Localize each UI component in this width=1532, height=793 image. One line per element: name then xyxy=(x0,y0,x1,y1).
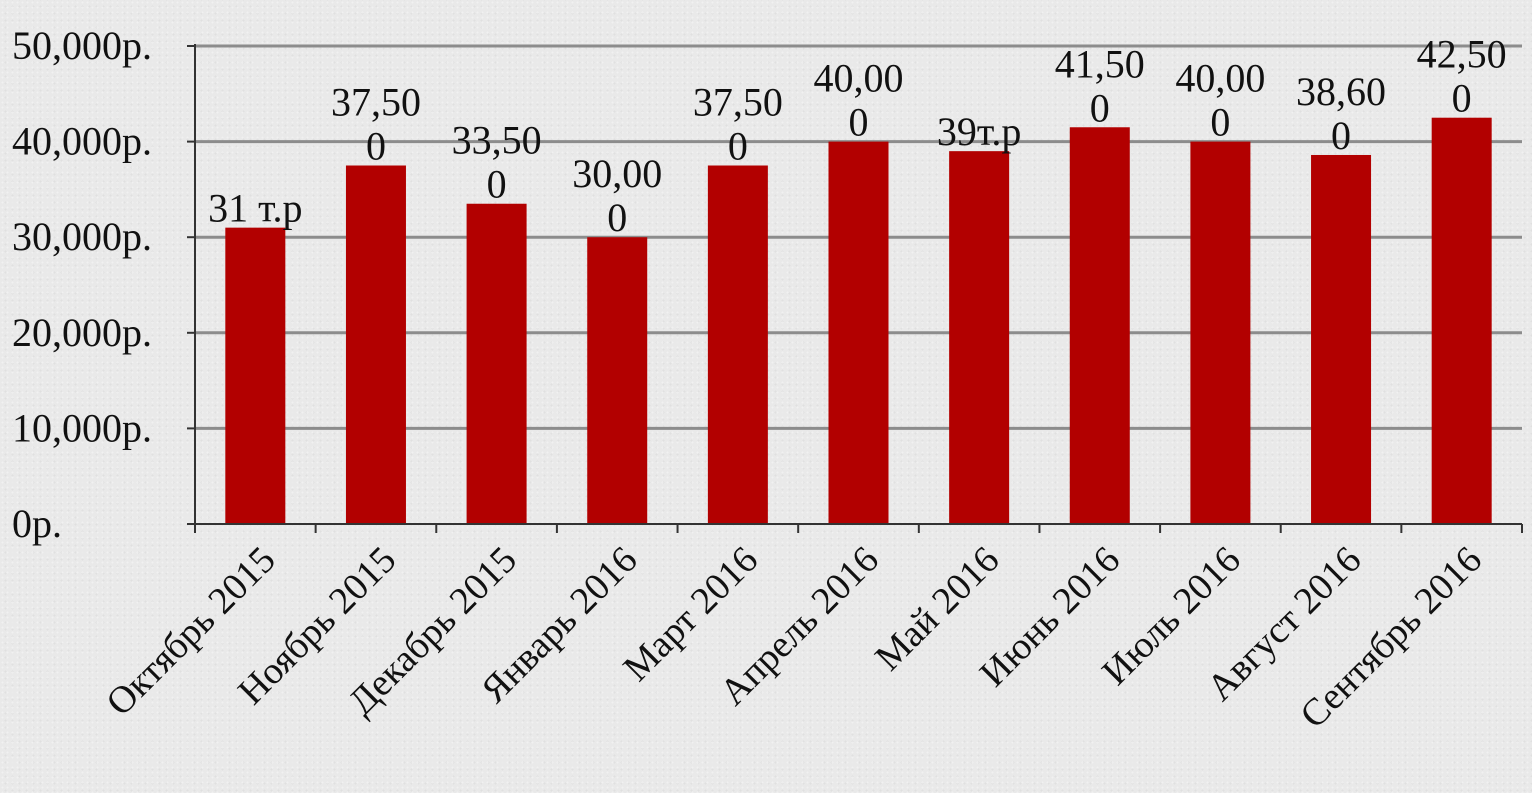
data-label: 38,60 xyxy=(1296,69,1386,114)
bar xyxy=(949,151,1010,524)
y-tick-labels: 0р. 10,000р. 20,000р. 30,000р. 40,000р. 50,00… xyxy=(12,23,152,546)
axes xyxy=(187,44,1523,533)
data-label: 37,50 xyxy=(693,80,783,125)
data-label: 0 xyxy=(849,100,869,145)
bar xyxy=(828,141,889,524)
data-label: 42,50 xyxy=(1417,32,1507,77)
bars xyxy=(225,117,1492,525)
data-label: 30,00 xyxy=(572,151,662,196)
bar xyxy=(1311,154,1372,524)
y-tick-label: 30,000р. xyxy=(12,214,152,259)
data-label: 0 xyxy=(1331,113,1351,158)
data-label: 0 xyxy=(1210,100,1230,145)
data-label: 39т.р xyxy=(937,109,1021,154)
data-label: 0 xyxy=(366,124,386,169)
data-label: 0 xyxy=(487,162,507,207)
y-tick-label: 0р. xyxy=(12,501,62,546)
bar xyxy=(225,227,286,524)
bar xyxy=(466,203,527,525)
y-tick-label: 20,000р. xyxy=(12,310,152,355)
bar xyxy=(587,237,648,524)
data-label: 40,00 xyxy=(1175,56,1265,101)
bar xyxy=(345,165,406,524)
data-label: 31 т.р xyxy=(208,186,302,231)
data-label: 40,00 xyxy=(814,56,904,101)
data-label: 0 xyxy=(1090,85,1110,130)
data-label: 0 xyxy=(607,195,627,240)
y-tick-label: 40,000р. xyxy=(12,119,152,164)
data-label: 0 xyxy=(1452,76,1472,121)
y-tick-label: 50,000р. xyxy=(12,23,152,68)
bar xyxy=(1190,141,1251,524)
data-label: 37,50 xyxy=(331,80,421,125)
data-label: 41,50 xyxy=(1055,41,1145,86)
bar xyxy=(1069,127,1130,524)
data-label: 0 xyxy=(728,124,748,169)
bar xyxy=(1431,117,1492,524)
data-label: 33,50 xyxy=(452,118,542,163)
bar xyxy=(707,165,768,524)
y-tick-label: 10,000р. xyxy=(12,405,152,450)
